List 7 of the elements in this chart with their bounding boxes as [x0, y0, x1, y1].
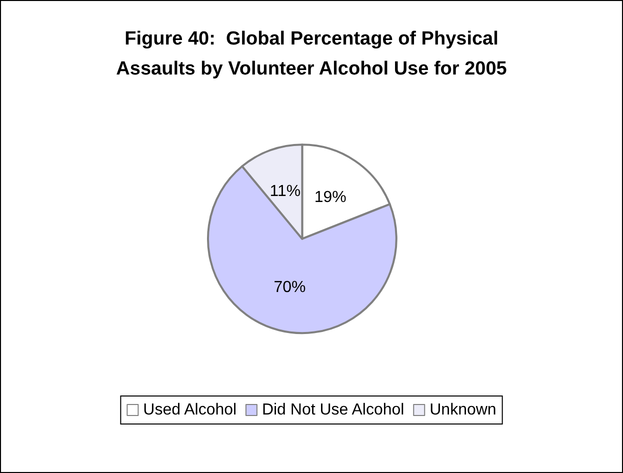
- chart-title: Figure 40: Global Percentage of Physical Assaults by Volunteer Alcohol Use for 2005: [116, 28, 508, 80]
- legend-label: Did Not Use Alcohol: [262, 402, 404, 418]
- data-label: 70%: [274, 278, 306, 296]
- legend-label: Used Alcohol: [143, 402, 237, 418]
- legend-label: Unknown: [430, 402, 496, 418]
- data-label: 11%: [270, 183, 301, 200]
- data-label: 19%: [314, 188, 346, 206]
